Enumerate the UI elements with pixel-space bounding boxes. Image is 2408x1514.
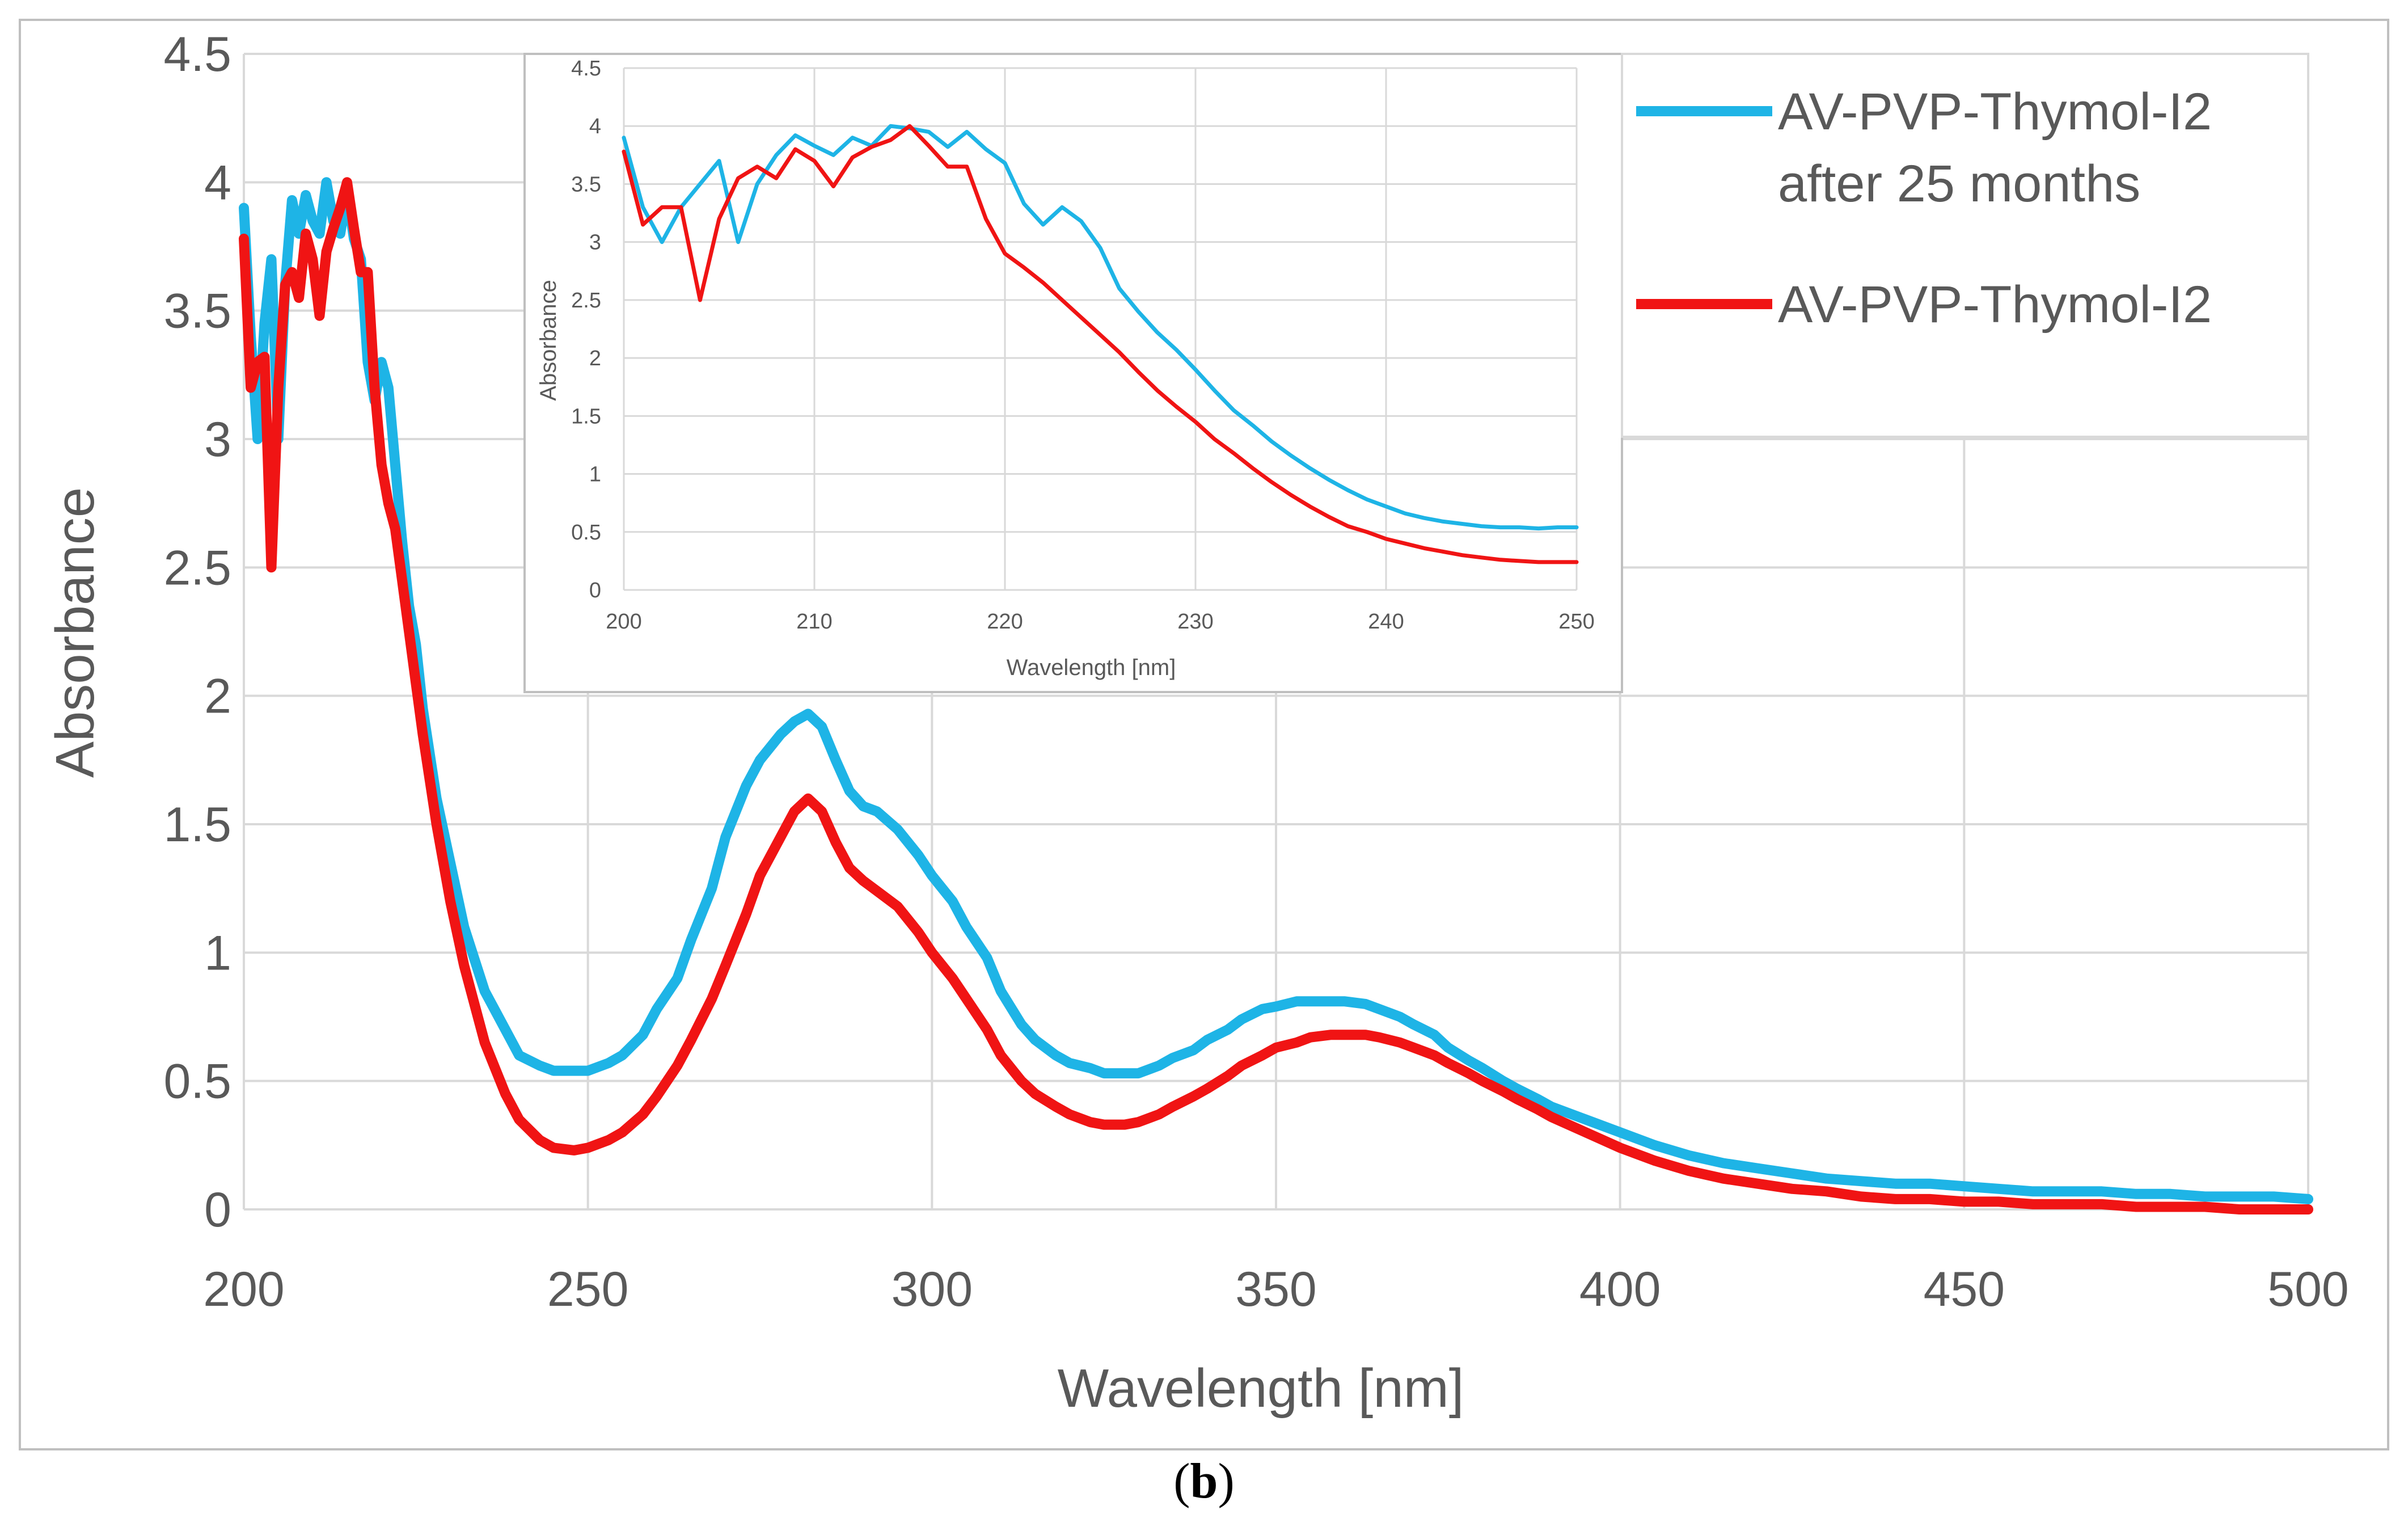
inset-x-tick-label: 230 (1177, 610, 1213, 634)
inset-series-line-after-25-months (622, 124, 1579, 531)
main-x-axis-title: Wavelength [nm] (1058, 1358, 1464, 1419)
main-x-tick-label: 450 (1924, 1262, 2005, 1317)
inset-x-tick-label: 250 (1558, 610, 1594, 634)
inset-gridlines (623, 67, 1578, 591)
inset-y-axis-title: Absorbance (536, 280, 561, 400)
legend-box (1621, 53, 2309, 438)
main-x-tick-label: 400 (1579, 1262, 1661, 1317)
legend-label-after-25-months-line-1: AV-PVP-Thymol-I2 (1778, 83, 2212, 141)
caption-open: ( (1173, 1454, 1190, 1509)
main-y-axis-title: Absorbance (45, 487, 105, 778)
main-y-tick-label: 1 (204, 926, 231, 980)
main-y-tick-label: 3 (204, 412, 231, 467)
inset-x-tick-labels: 200 210 220 230 240 250 (606, 610, 1594, 634)
main-y-tick-label: 1.5 (163, 798, 231, 852)
inset-panel (523, 53, 1623, 693)
main-y-tick-label: 0 (204, 1183, 231, 1237)
main-series-line-fresh (239, 177, 2313, 1214)
inset-y-tick-labels: 0 0.5 1 1.5 2 2.5 3 3.5 4 4.5 (571, 57, 601, 602)
inset-y-tick-label: 3.5 (571, 172, 601, 196)
inset-x-tick-label: 240 (1368, 610, 1404, 634)
main-series-lines (239, 177, 2313, 1214)
main-y-tick-label: 2.5 (163, 541, 231, 595)
main-x-tick-label: 250 (547, 1262, 629, 1317)
legend-label-fresh: AV-PVP-Thymol-I2 (1778, 276, 2212, 334)
main-y-tick-label: 2 (204, 669, 231, 724)
main-x-tick-label: 300 (892, 1262, 973, 1317)
inset-y-tick-label: 1.5 (571, 404, 601, 428)
main-y-tick-label: 4 (204, 155, 231, 210)
main-x-tick-label: 500 (2267, 1262, 2349, 1317)
figure-caption: (b) (1173, 1454, 1235, 1509)
main-x-tick-label: 350 (1235, 1262, 1317, 1317)
main-y-tick-label: 3.5 (163, 284, 231, 339)
inset-y-tick-label: 0 (589, 579, 601, 602)
inset-series-lines (622, 124, 1579, 564)
inset-y-tick-label: 3 (589, 231, 601, 255)
inset-x-tick-label: 210 (796, 610, 832, 634)
legend-label-after-25-months-line-2: after 25 months (1778, 155, 2140, 213)
inset-y-tick-label: 0.5 (571, 521, 601, 545)
inset-y-tick-label: 4.5 (571, 57, 601, 81)
main-x-tick-labels: 200 250 300 350 400 450 500 (203, 1262, 2349, 1317)
main-y-tick-label: 4.5 (163, 27, 231, 82)
caption-close: ) (1218, 1454, 1234, 1509)
inset-x-tick-label: 200 (606, 610, 641, 634)
inset-series-line-fresh (622, 124, 1579, 564)
inset-y-tick-label: 4 (589, 115, 601, 138)
inset-x-axis-title: Wavelength [nm] (1007, 655, 1176, 680)
caption-letter: b (1190, 1454, 1218, 1509)
inset-y-tick-label: 2 (589, 347, 601, 370)
main-y-tick-labels: 0 0.5 1 1.5 2 2.5 3 3.5 4 4.5 (163, 27, 231, 1237)
main-x-tick-label: 200 (203, 1262, 285, 1317)
inset-y-tick-label: 1 (589, 463, 601, 487)
main-y-tick-label: 0.5 (163, 1055, 231, 1109)
inset-y-tick-label: 2.5 (571, 289, 601, 313)
inset-x-tick-label: 220 (987, 610, 1023, 634)
